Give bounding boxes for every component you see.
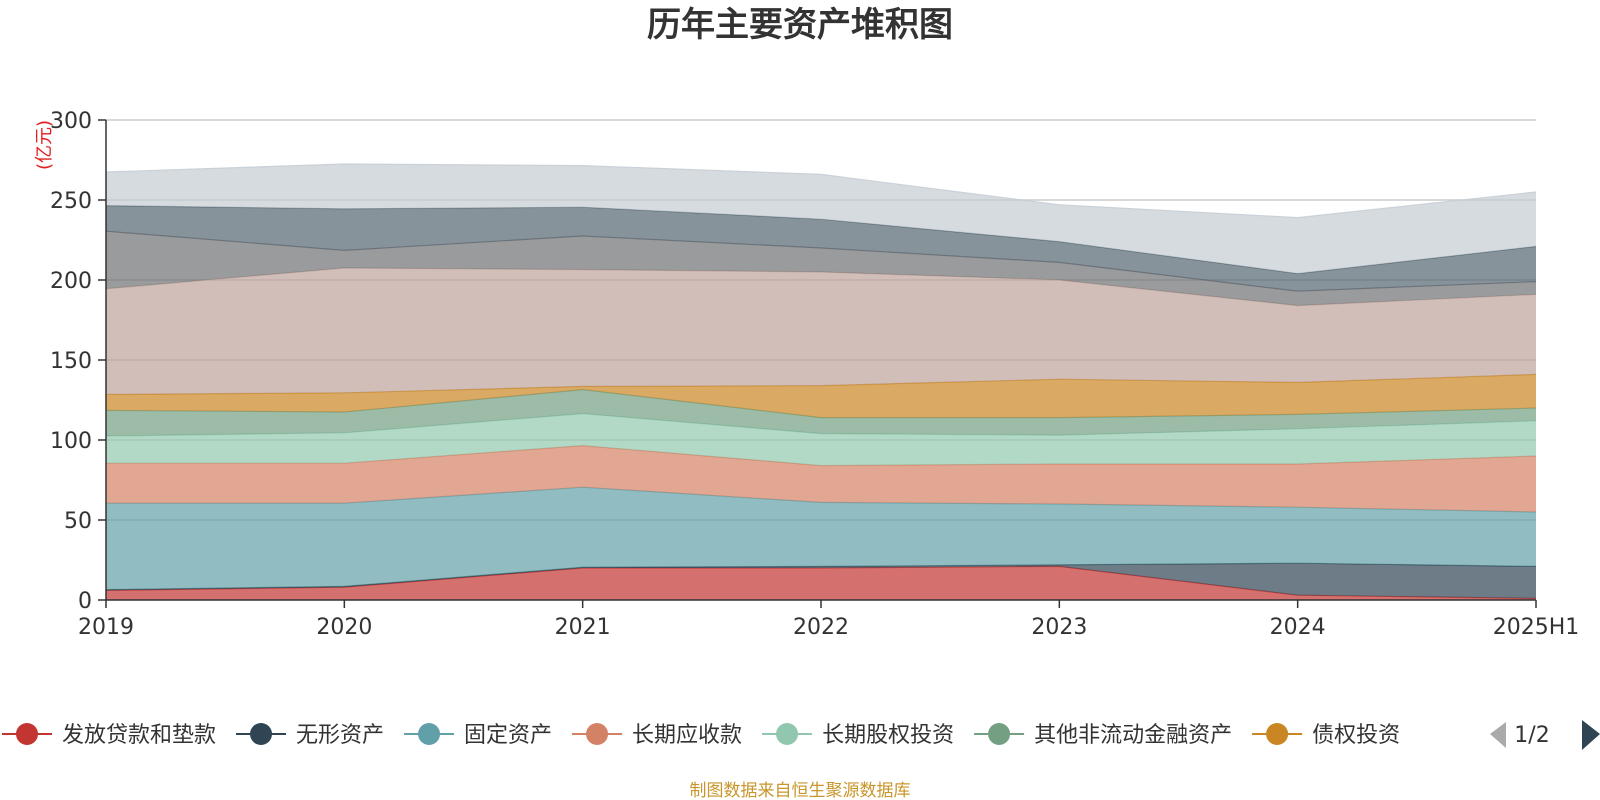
legend-marker xyxy=(16,723,38,745)
legend-prev-page-icon[interactable] xyxy=(1490,722,1506,748)
area-series-8 xyxy=(106,268,1536,395)
area-series-1 xyxy=(106,566,1536,600)
area-series-4 xyxy=(106,445,1536,512)
legend-label: 长期应收款 xyxy=(632,723,742,748)
x-tick-label: 2023 xyxy=(1031,615,1087,640)
x-tick-label: 2022 xyxy=(793,615,849,640)
area-series-5 xyxy=(106,413,1536,466)
y-tick-label: 250 xyxy=(50,189,92,214)
y-tick-label: 200 xyxy=(50,269,92,294)
area-series-3 xyxy=(106,487,1536,590)
legend-label: 无形资产 xyxy=(296,723,384,748)
legend-label: 固定资产 xyxy=(464,723,552,748)
legend-label: 其他非流动金融资产 xyxy=(1034,723,1232,748)
area-series-edge-11 xyxy=(105,163,1537,219)
x-tick-label: 2025H1 xyxy=(1493,615,1580,640)
x-tick-label: 2024 xyxy=(1270,615,1326,640)
area-series-2 xyxy=(106,563,1536,599)
legend-page-indicator: 1/2 xyxy=(1514,723,1549,748)
x-tick-label: 2021 xyxy=(555,615,611,640)
y-tick-label: 50 xyxy=(64,509,92,534)
legend-label: 发放贷款和垫款 xyxy=(62,723,216,748)
chart-title: 历年主要资产堆积图 xyxy=(647,5,953,45)
area-series-9 xyxy=(106,231,1536,306)
y-tick-label: 100 xyxy=(50,429,92,454)
y-tick-label: 300 xyxy=(50,109,92,134)
area-series-11 xyxy=(106,164,1536,274)
legend-marker xyxy=(586,723,609,745)
area-series xyxy=(105,163,1537,600)
y-tick-label: 0 xyxy=(78,589,92,614)
legend-marker xyxy=(776,723,799,745)
legend-label: 长期股权投资 xyxy=(822,723,954,748)
legend: 发放贷款和垫款 无形资产 固定资产 长期应收款 长期股权投资 其他非流动金融资产 债权投资 1… xyxy=(2,720,1600,750)
legend-marker xyxy=(988,723,1011,745)
legend-label: 债权投资 xyxy=(1312,723,1400,748)
area-series-10 xyxy=(106,205,1536,292)
legend-marker xyxy=(250,723,273,745)
legend-marker xyxy=(418,723,441,745)
legend-next-page-icon[interactable] xyxy=(1582,720,1600,750)
area-series-7 xyxy=(106,374,1536,418)
axes: 0 50 100 150 200 250 300 2019 2020 2021 2022 2023 20… xyxy=(50,109,1579,640)
x-tick-label: 2019 xyxy=(78,615,134,640)
x-tick-label: 2020 xyxy=(316,615,372,640)
legend-marker xyxy=(1266,723,1289,745)
data-source-note: 制图数据来自恒生聚源数据库 xyxy=(690,781,911,800)
y-axis-unit: (亿元) xyxy=(34,120,55,170)
y-tick-label: 150 xyxy=(50,349,92,374)
